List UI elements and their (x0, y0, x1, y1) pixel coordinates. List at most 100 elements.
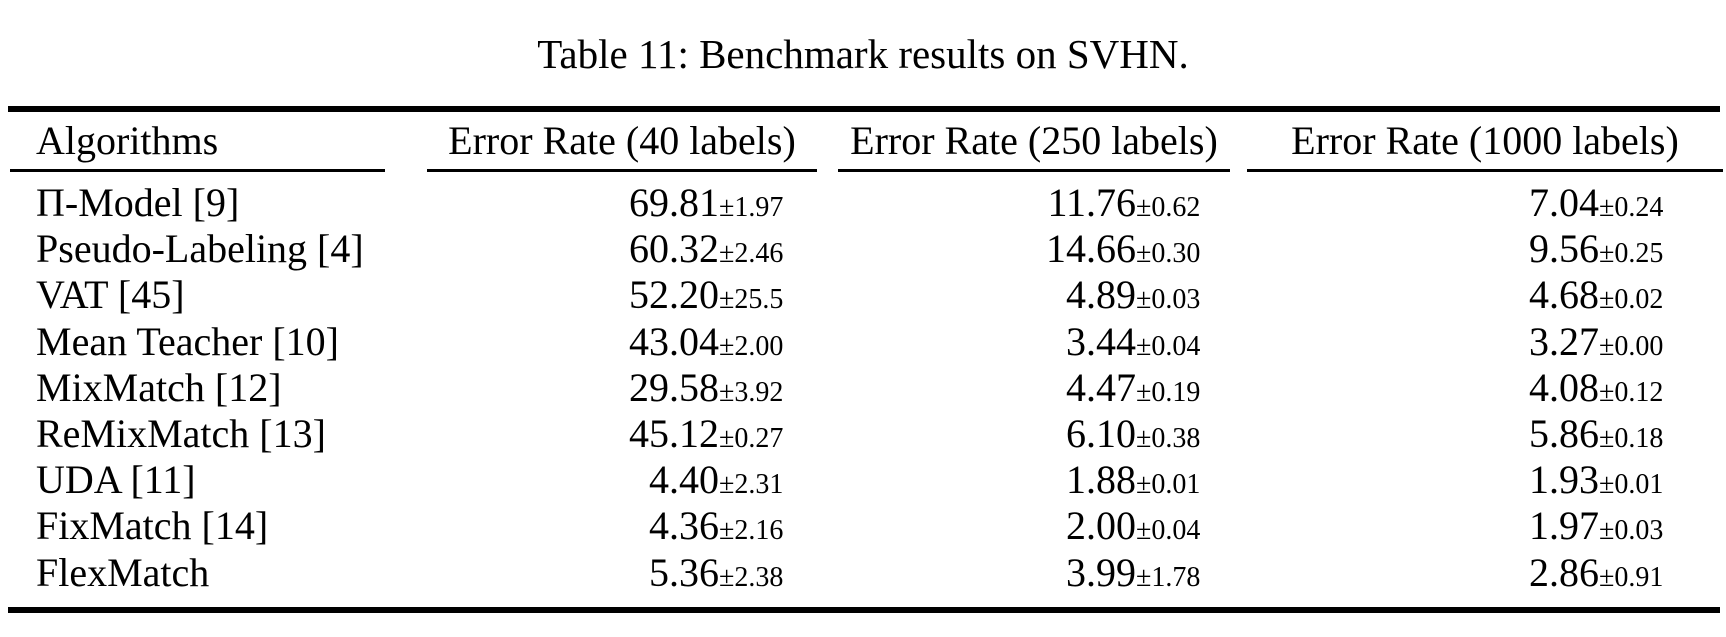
error-mean: 4.68 (1529, 272, 1599, 318)
error-std: ±0.91 (1599, 561, 1664, 593)
error-mean: 45.12 (629, 411, 719, 457)
error-rate-250-cell: 2.00 ±0.04 (838, 506, 1230, 546)
table-row: FixMatch [14] 4.36 ±2.16 2.00 ±0.04 1.97 ±0… (10, 503, 1723, 549)
error-rate-40-cell: 29.58 ±3.92 (427, 364, 817, 410)
error-rate-40-cell: 43.04 ±2.00 (427, 318, 817, 364)
algorithm-name: VAT [45] (36, 272, 185, 318)
error-rate-250-cell: 4.47 ±0.19 (838, 364, 1230, 410)
error-std: ±0.02 (1599, 284, 1664, 316)
error-std: ±0.12 (1599, 376, 1664, 408)
algorithm-name: ReMixMatch [13] (36, 411, 326, 457)
table-row: UDA [11] 4.40 ±2.31 1.88 ±0.01 1.93 ±0.01 (10, 457, 1723, 503)
error-mean: 1.97 (1529, 503, 1599, 549)
error-std: ±0.01 (1136, 469, 1201, 501)
error-rate-1000-cell: 1.93 ±0.01 (1247, 460, 1723, 500)
error-mean: 69.81 (629, 180, 719, 226)
error-rate-40-cell: 4.40 ±2.31 (427, 460, 817, 500)
error-std: ±0.18 (1599, 423, 1664, 455)
error-mean: 11.76 (1047, 180, 1136, 226)
table-header-row: Algorithms Error Rate (40 labels) Error … (10, 112, 1723, 172)
error-rate-40-cell: 4.36 ±2.16 (427, 506, 817, 546)
error-std: ±2.31 (719, 469, 784, 501)
table-row: ReMixMatch [13] 45.12 ±0.27 6.10 ±0.38 5.8… (10, 411, 1723, 457)
error-rate-250-cell: 4.89 ±0.03 (838, 275, 1230, 315)
error-mean: 4.47 (1066, 364, 1136, 410)
error-mean: 4.08 (1529, 364, 1599, 410)
algorithm-name: MixMatch [12] (36, 364, 282, 410)
error-mean: 1.93 (1529, 457, 1599, 503)
table-row: Pseudo-Labeling [4] 60.32 ±2.46 14.66 ±0.3… (10, 226, 1723, 272)
error-std: ±0.01 (1599, 469, 1664, 501)
error-rate-1000-cell: 2.86 ±0.91 (1247, 549, 1723, 595)
error-mean: 60.32 (629, 226, 719, 272)
error-rate-40-cell: 52.20 ±25.5 (427, 275, 817, 315)
table-bottom-rule (8, 607, 1720, 613)
error-std: ±0.62 (1136, 192, 1201, 224)
error-std: ±1.78 (1136, 561, 1201, 593)
algorithm-name: FixMatch [14] (36, 503, 269, 549)
table-top-rule (8, 106, 1720, 112)
error-mean: 3.99 (1066, 549, 1136, 595)
error-rate-40-cell: 45.12 ±0.27 (427, 414, 817, 454)
error-std: ±2.00 (719, 330, 784, 362)
error-std: ±1.97 (719, 192, 784, 224)
column-header-error-rate-250: Error Rate (250 labels) (838, 112, 1230, 172)
error-mean: 6.10 (1066, 411, 1136, 457)
error-rate-250-cell: 3.99 ±1.78 (838, 549, 1230, 595)
error-rate-1000-cell: 5.86 ±0.18 (1247, 414, 1723, 454)
error-rate-250-cell: 14.66 ±0.30 (838, 229, 1230, 269)
error-mean: 5.86 (1529, 411, 1599, 457)
error-std: ±0.30 (1136, 238, 1201, 270)
error-mean: 2.86 (1529, 549, 1599, 595)
error-std: ±0.00 (1599, 330, 1664, 362)
error-std: ±0.27 (719, 423, 784, 455)
error-rate-1000-cell: 4.08 ±0.12 (1247, 364, 1723, 410)
algorithm-name: FlexMatch (36, 549, 210, 595)
table-row: Π-Model [9] 69.81 ±1.97 11.76 ±0.62 7.04 ±0… (10, 180, 1723, 226)
error-rate-1000-cell: 4.68 ±0.02 (1247, 275, 1723, 315)
table-body: Π-Model [9] 69.81 ±1.97 11.76 ±0.62 7.04 ±0… (10, 180, 1723, 596)
error-std: ±0.19 (1136, 376, 1201, 408)
error-std: ±0.03 (1599, 515, 1664, 547)
error-mean: 9.56 (1529, 226, 1599, 272)
error-rate-40-cell: 69.81 ±1.97 (427, 183, 817, 223)
algorithm-name: Mean Teacher [10] (36, 318, 339, 364)
error-mean: 29.58 (629, 364, 719, 410)
error-rate-250-cell: 11.76 ±0.62 (838, 183, 1230, 223)
algorithm-name: Π-Model [9] (36, 180, 240, 226)
error-rate-250-cell: 1.88 ±0.01 (838, 460, 1230, 500)
error-rate-250-cell: 3.44 ±0.04 (838, 318, 1230, 364)
error-std: ±2.46 (719, 238, 784, 270)
error-mean: 2.00 (1066, 503, 1136, 549)
column-header-error-rate-1000: Error Rate (1000 labels) (1247, 112, 1723, 172)
error-std: ±25.5 (719, 284, 784, 316)
table-row: FlexMatch 5.36 ±2.38 3.99 ±1.78 2.86 ±0.91 (10, 550, 1723, 596)
error-std: ±0.03 (1136, 284, 1201, 316)
error-mean: 4.36 (649, 503, 719, 549)
error-mean: 4.40 (649, 457, 719, 503)
table-row: MixMatch [12] 29.58 ±3.92 4.47 ±0.19 4.08 ±… (10, 365, 1723, 411)
error-mean: 43.04 (629, 318, 719, 364)
error-mean: 3.44 (1066, 318, 1136, 364)
error-rate-1000-cell: 7.04 ±0.24 (1247, 183, 1723, 223)
error-std: ±0.04 (1136, 330, 1201, 362)
error-rate-1000-cell: 3.27 ±0.00 (1247, 318, 1723, 364)
error-rate-1000-cell: 9.56 ±0.25 (1247, 229, 1723, 269)
error-mean: 52.20 (629, 272, 719, 318)
error-rate-1000-cell: 1.97 ±0.03 (1247, 506, 1723, 546)
algorithm-name: UDA [11] (36, 457, 196, 503)
error-std: ±2.16 (719, 515, 784, 547)
error-mean: 7.04 (1529, 180, 1599, 226)
error-mean: 14.66 (1046, 226, 1136, 272)
error-mean: 4.89 (1066, 272, 1136, 318)
error-std: ±0.38 (1136, 423, 1201, 455)
error-mean: 1.88 (1066, 457, 1136, 503)
error-rate-40-cell: 60.32 ±2.46 (427, 229, 817, 269)
error-std: ±0.25 (1599, 238, 1664, 270)
table-caption: Table 11: Benchmark results on SVHN. (537, 31, 1189, 77)
column-header-error-rate-40: Error Rate (40 labels) (427, 112, 817, 172)
error-std: ±2.38 (719, 561, 784, 593)
table-row: VAT [45] 52.20 ±25.5 4.89 ±0.03 4.68 ±0.02 (10, 272, 1723, 318)
error-rate-40-cell: 5.36 ±2.38 (427, 552, 817, 593)
error-mean: 3.27 (1529, 318, 1599, 364)
